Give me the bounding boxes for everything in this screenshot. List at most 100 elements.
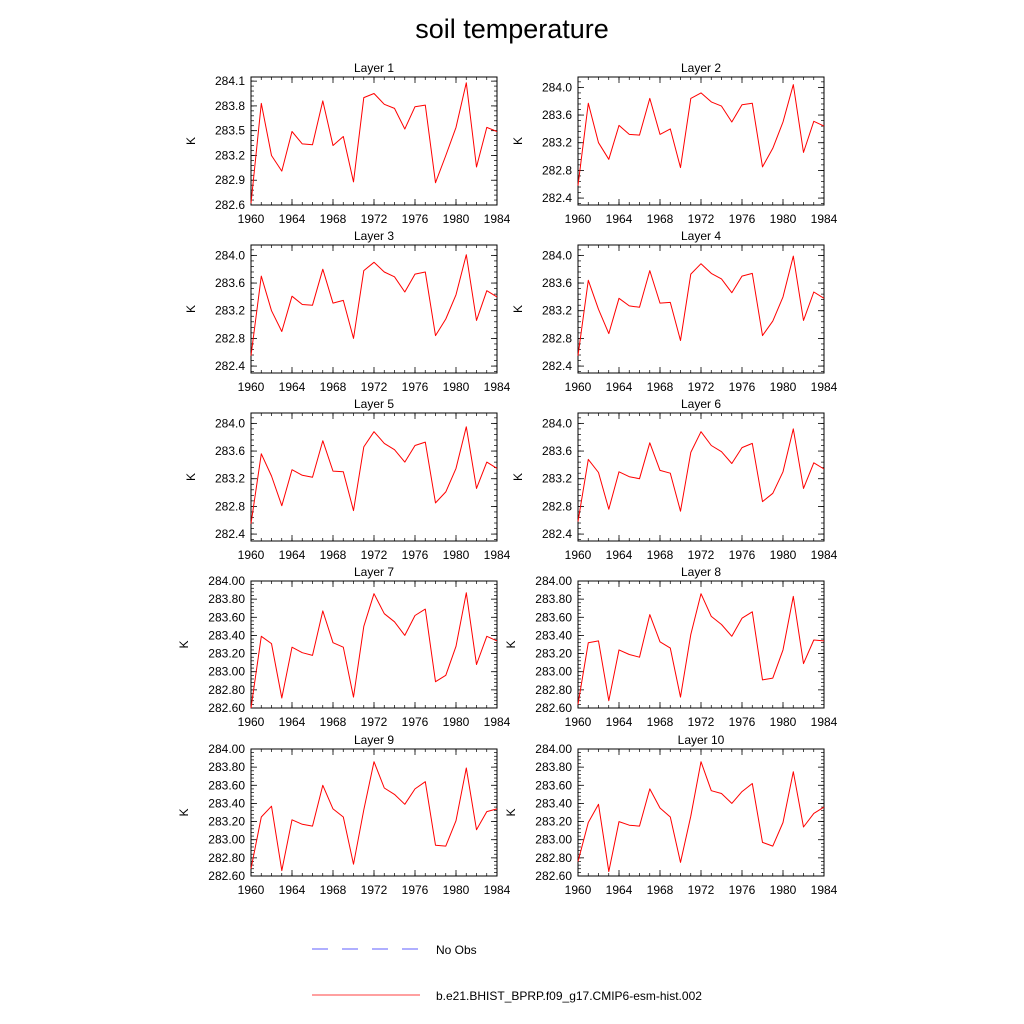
panel-9-frame xyxy=(250,748,498,877)
panel-4-y-axis-label: K xyxy=(511,305,525,313)
panel-6-y-axis-label: K xyxy=(511,473,525,481)
panel-10-y-tick-label: 282.80 xyxy=(535,851,572,865)
panel-5-x-tick-label: 1976 xyxy=(402,548,429,562)
panel-7-series-1-line xyxy=(250,592,498,709)
panel-6-x-tick-label: 1976 xyxy=(729,548,756,562)
panel-8-x-tick-label: 1960 xyxy=(565,715,592,729)
panel-8-x-tick-label: 1964 xyxy=(606,715,633,729)
legend-swatch-model xyxy=(312,994,420,996)
panel-2-y-tick-label: 284.0 xyxy=(542,80,572,94)
panel-8-y-tick-label: 284.00 xyxy=(535,574,572,588)
panel-3-y-tick-label: 284.0 xyxy=(215,248,245,262)
panel-6-y-tick-label: 282.4 xyxy=(542,527,572,541)
panel-4-title: Layer 4 xyxy=(681,229,721,243)
panel-7-y-tick-label: 282.80 xyxy=(208,683,245,697)
panel-10-x-tick-label: 1980 xyxy=(770,883,797,897)
panel-5-x-tick-label: 1968 xyxy=(320,548,347,562)
panel-5-y-tick-label: 282.4 xyxy=(215,527,245,541)
panel-1-x-tick-label: 1960 xyxy=(238,212,265,226)
panel-5-series-1-line xyxy=(250,426,498,524)
panel-4-x-tick-label: 1968 xyxy=(647,380,674,394)
panel-4-x-tick-label: 1984 xyxy=(811,380,838,394)
panel-9-y-tick-label: 283.20 xyxy=(208,815,245,829)
panel-6-x-tick-label: 1980 xyxy=(770,548,797,562)
panel-10-y-tick-label: 283.40 xyxy=(535,796,572,810)
panel-8-y-axis-label: K xyxy=(504,640,518,648)
panel-6-x-tick-label: 1960 xyxy=(565,548,592,562)
panel-1-x-tick-label: 1972 xyxy=(361,212,388,226)
panel-9-y-tick-label: 283.60 xyxy=(208,778,245,792)
panel-3-x-tick-label: 1964 xyxy=(279,380,306,394)
panel-3-x-tick-label: 1968 xyxy=(320,380,347,394)
panel-10-title: Layer 10 xyxy=(678,733,725,747)
panel-2-title: Layer 2 xyxy=(681,61,721,75)
panel-6-title: Layer 6 xyxy=(681,397,721,411)
panel-7-y-tick-label: 283.00 xyxy=(208,665,245,679)
panel-1-y-tick-label: 283.8 xyxy=(215,99,245,113)
panel-3-x-tick-label: 1980 xyxy=(443,380,470,394)
panel-3-y-tick-label: 282.4 xyxy=(215,359,245,373)
panel-8-frame xyxy=(577,580,825,709)
panel-7-x-tick-label: 1960 xyxy=(238,715,265,729)
panel-9-x-tick-label: 1960 xyxy=(238,883,265,897)
panel-4-x-tick-label: 1960 xyxy=(565,380,592,394)
panel-10-frame xyxy=(577,748,825,877)
panel-2-x-tick-label: 1976 xyxy=(729,212,756,226)
panel-1-x-tick-label: 1984 xyxy=(484,212,511,226)
panel-2-y-tick-label: 283.6 xyxy=(542,108,572,122)
panel-8-y-tick-label: 283.20 xyxy=(535,647,572,661)
panel-10-x-tick-label: 1984 xyxy=(811,883,838,897)
panel-5-y-tick-label: 284.0 xyxy=(215,416,245,430)
panel-5-y-axis-label: K xyxy=(184,473,198,481)
panel-9-y-tick-label: 283.80 xyxy=(208,760,245,774)
panel-1-x-tick-label: 1964 xyxy=(279,212,306,226)
panel-5-x-tick-label: 1960 xyxy=(238,548,265,562)
panel-1-y-tick-label: 283.5 xyxy=(215,124,245,138)
panel-9-x-tick-label: 1976 xyxy=(402,883,429,897)
panel-2-y-axis-label: K xyxy=(511,137,525,145)
panel-4-y-tick-label: 284.0 xyxy=(542,248,572,262)
panel-8-y-tick-label: 283.00 xyxy=(535,665,572,679)
panel-4-series-1-line xyxy=(577,255,825,356)
panel-5-y-tick-label: 283.2 xyxy=(215,472,245,486)
panel-6-x-tick-label: 1984 xyxy=(811,548,838,562)
panel-10-y-axis-label: K xyxy=(504,808,518,816)
panel-1-x-tick-label: 1968 xyxy=(320,212,347,226)
panel-7-y-tick-label: 284.00 xyxy=(208,574,245,588)
panel-5-y-tick-label: 282.8 xyxy=(215,499,245,513)
panel-4-x-tick-label: 1972 xyxy=(688,380,715,394)
panel-9-y-tick-label: 283.00 xyxy=(208,833,245,847)
panel-9-x-tick-label: 1980 xyxy=(443,883,470,897)
chart-title: soil temperature xyxy=(415,14,609,44)
panel-1-title: Layer 1 xyxy=(354,61,394,75)
panel-7-y-tick-label: 282.60 xyxy=(208,701,245,715)
panel-10-x-tick-label: 1972 xyxy=(688,883,715,897)
panel-4-y-tick-label: 283.6 xyxy=(542,276,572,290)
panel-4-x-tick-label: 1976 xyxy=(729,380,756,394)
panel-3-series-1-line xyxy=(250,254,498,356)
panel-7-x-tick-label: 1976 xyxy=(402,715,429,729)
panel-7-title: Layer 7 xyxy=(354,565,394,579)
panel-5-x-tick-label: 1964 xyxy=(279,548,306,562)
panel-9-y-tick-label: 282.60 xyxy=(208,869,245,883)
panel-2-x-tick-label: 1972 xyxy=(688,212,715,226)
panel-3-x-tick-label: 1984 xyxy=(484,380,511,394)
panel-6-x-tick-label: 1968 xyxy=(647,548,674,562)
panel-8-x-tick-label: 1980 xyxy=(770,715,797,729)
panel-1-y-tick-label: 284.1 xyxy=(215,74,245,88)
panel-7-x-tick-label: 1964 xyxy=(279,715,306,729)
panel-5-x-tick-label: 1972 xyxy=(361,548,388,562)
panel-10-y-tick-label: 283.20 xyxy=(535,815,572,829)
panel-7-x-tick-label: 1968 xyxy=(320,715,347,729)
panel-8-x-tick-label: 1976 xyxy=(729,715,756,729)
legend-label-model: b.e21.BHIST_BPRP.f09_g17.CMIP6-esm-hist.… xyxy=(436,989,702,1003)
panel-3-y-tick-label: 283.2 xyxy=(215,304,245,318)
panel-1-x-tick-label: 1976 xyxy=(402,212,429,226)
panel-8-title: Layer 8 xyxy=(681,565,721,579)
panel-8-x-tick-label: 1972 xyxy=(688,715,715,729)
panel-2-x-tick-label: 1960 xyxy=(565,212,592,226)
panel-7-x-tick-label: 1980 xyxy=(443,715,470,729)
panel-10-x-tick-label: 1976 xyxy=(729,883,756,897)
panel-3-y-axis-label: K xyxy=(184,305,198,313)
panel-9-y-tick-label: 282.80 xyxy=(208,851,245,865)
